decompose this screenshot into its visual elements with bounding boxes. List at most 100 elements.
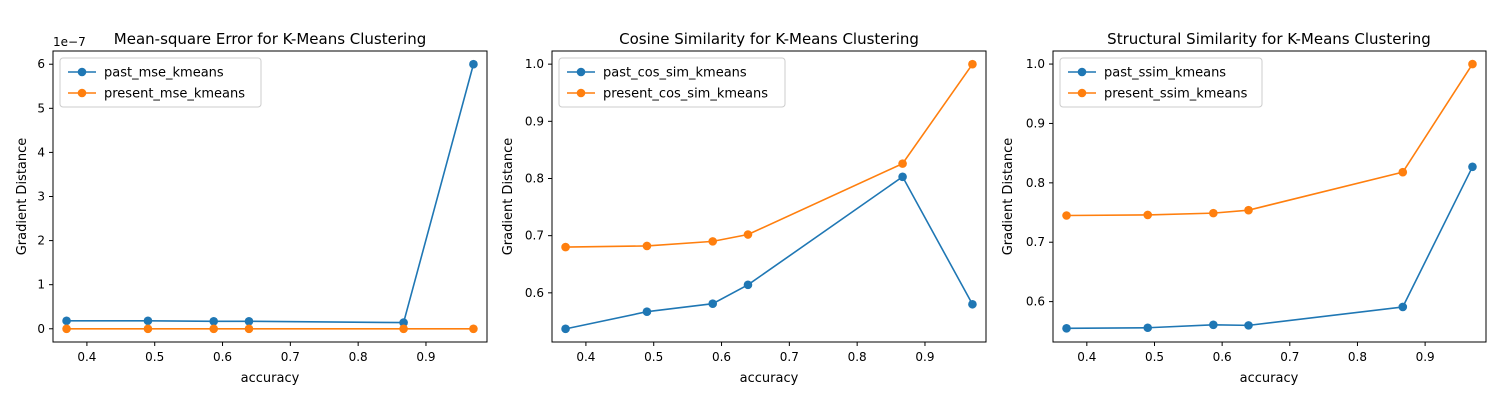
data-point [1062,211,1071,220]
y-tick-label: 5 [37,101,45,115]
series-line-past_ssim_kmeans [1066,166,1474,330]
legend-marker [77,67,87,77]
data-point [399,324,408,334]
x-tick-label: 0.6 [213,350,232,364]
x-tick-label: 0.9 [1416,350,1435,364]
y-axis-label: Gradient Distance [501,138,516,256]
data-point [898,159,907,168]
data-point [743,230,753,239]
chart-title: Cosine Similarity for K-Means Clustering [619,30,919,48]
y-tick-label: 0.8 [1026,176,1045,190]
data-point [1244,321,1253,330]
data-point [561,324,570,334]
x-axis-label: accuracy [1240,371,1299,386]
x-tick-label: 0.8 [848,350,867,364]
series-line-present_ssim_kmeans [1066,63,1474,217]
data-point [1143,323,1153,333]
data-point [62,324,71,334]
legend-marker [576,88,586,98]
chart-title: Structural Similarity for K-Means Cluste… [1107,30,1431,48]
legend-marker [1077,88,1087,98]
chart-panel-1: Mean-square Error for K-Means Clustering… [15,30,488,386]
data-point [1468,162,1477,172]
data-point [143,324,153,334]
legend-box [558,57,786,108]
data-point [209,324,219,334]
x-tick-label: 0.4 [576,350,595,364]
y-tick-label: 1.0 [1026,57,1045,71]
data-point [469,324,478,334]
legend-label: past_ssim_kmeans [1104,66,1226,81]
plot-area: 0.4 0.5 0.6 0.7 0.8 0.9 0.6 0.7 0.8 0.9 1.0 past_co… [525,50,987,364]
data-point [708,299,718,308]
data-point [244,324,254,334]
axes-frame [1052,50,1487,343]
y-tick-label: 6 [37,57,45,71]
series-line-present_cos_sim_kmeans [565,63,974,248]
series-line-past_cos_sim_kmeans [565,175,974,330]
x-axis-label: accuracy [740,371,799,386]
axes-frame [551,50,987,343]
y-tick-label: 1.0 [525,57,544,71]
legend-label: present_ssim_kmeans [1104,87,1248,102]
data-point [1468,59,1477,69]
legend-marker [1077,67,1087,77]
chart-panel-2: Cosine Similarity for K-Means Clustering… [501,30,987,386]
x-tick-label: 0.7 [780,350,799,364]
series-line-past_mse_kmeans [66,64,475,324]
y-tick-label: 2 [37,234,45,248]
y-axis-offset-label: 1e−7 [53,35,86,49]
data-point [708,237,718,246]
legend-box [59,57,262,108]
y-axis-label: Gradient Distance [1001,138,1016,256]
x-tick-label: 0.5 [644,350,663,364]
data-point [1244,205,1253,215]
data-point [898,172,907,182]
legend-label: past_mse_kmeans [104,66,224,81]
chart-panel-3: Structural Similarity for K-Means Cluste… [1001,30,1487,386]
y-tick-label: 1 [37,278,45,292]
x-tick-label: 0.5 [1145,350,1164,364]
plot-area: 0.4 0.5 0.6 0.7 0.8 0.9 0.6 0.7 0.8 0.9 1.0 past_ss… [1026,50,1487,364]
y-tick-label: 4 [37,145,45,159]
y-tick-label: 0.7 [1026,235,1045,249]
x-tick-label: 0.4 [77,350,96,364]
data-point [642,307,652,316]
y-tick-label: 0.6 [1026,295,1045,309]
x-tick-label: 0.9 [416,350,435,364]
data-point [1398,302,1408,312]
legend-box [1059,57,1263,108]
data-point [968,299,977,309]
data-point [1062,324,1071,333]
x-tick-label: 0.9 [915,350,934,364]
y-tick-label: 0 [37,322,45,336]
x-tick-label: 0.7 [1280,350,1299,364]
y-tick-label: 0.8 [525,171,544,185]
data-point [143,316,153,326]
y-tick-label: 0.6 [525,286,544,300]
data-point [399,318,408,327]
data-point [244,316,254,326]
y-axis-label: Gradient Distance [15,138,30,256]
x-tick-label: 0.7 [281,350,300,364]
y-tick-label: 3 [37,190,45,204]
legend-label: present_mse_kmeans [104,87,245,102]
chart-title: Mean-square Error for K-Means Clustering [114,30,426,48]
data-point [561,242,570,252]
data-point [1209,208,1218,218]
y-tick-label: 0.7 [525,229,544,243]
y-tick-label: 0.9 [525,114,544,128]
data-point [469,59,478,69]
x-tick-label: 0.8 [1348,350,1367,364]
data-point [968,59,977,69]
plot-area: 0.4 0.5 0.6 0.7 0.8 0.9 0 1 2 3 4 5 6 past_mse_kmeans… [37,50,488,364]
x-tick-label: 0.4 [1077,350,1096,364]
x-tick-label: 0.5 [145,350,164,364]
x-tick-label: 0.8 [349,350,368,364]
data-point [1209,320,1218,330]
y-tick-label: 0.9 [1026,116,1045,130]
legend-label: past_cos_sim_kmeans [603,66,747,81]
x-tick-label: 0.6 [1213,350,1232,364]
legend-marker [77,88,87,98]
